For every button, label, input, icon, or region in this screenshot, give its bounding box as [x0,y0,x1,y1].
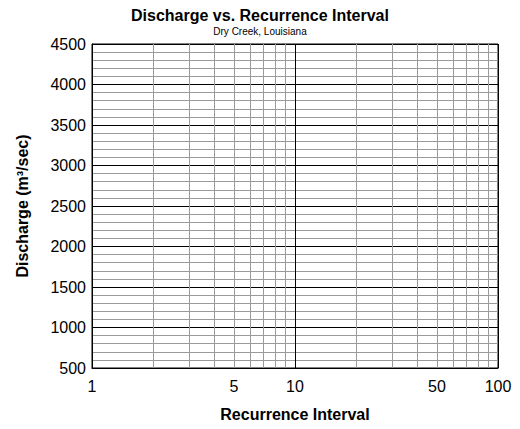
svg-text:2500: 2500 [50,198,86,215]
svg-text:3000: 3000 [50,157,86,174]
svg-text:4500: 4500 [50,36,86,53]
svg-text:5: 5 [229,378,238,395]
svg-text:2000: 2000 [50,238,86,255]
svg-text:50: 50 [428,378,446,395]
svg-text:1000: 1000 [50,319,86,336]
svg-text:500: 500 [59,360,86,377]
svg-text:Dry Creek, Louisiana: Dry Creek, Louisiana [213,26,307,37]
svg-text:10: 10 [286,378,304,395]
svg-text:1: 1 [88,378,97,395]
svg-text:3500: 3500 [50,117,86,134]
svg-text:4000: 4000 [50,76,86,93]
svg-text:Recurrence Interval: Recurrence Interval [220,406,369,423]
svg-text:Discharge (m³/sec): Discharge (m³/sec) [14,134,31,277]
svg-text:Discharge vs. Recurrence Inter: Discharge vs. Recurrence Interval [131,7,389,24]
svg-text:1500: 1500 [50,279,86,296]
svg-text:100: 100 [485,378,512,395]
